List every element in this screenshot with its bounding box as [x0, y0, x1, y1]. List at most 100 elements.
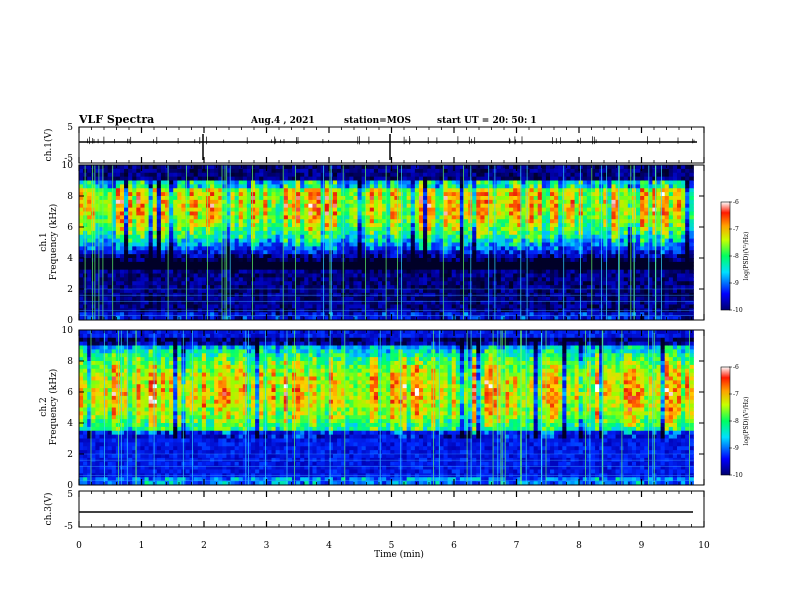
spectrogram-cell [115, 269, 121, 275]
spectrogram-cell [152, 281, 158, 286]
spectrogram-cell [550, 223, 555, 228]
spectrogram-cell [165, 304, 170, 309]
spectrogram-cell [504, 281, 510, 286]
spectrogram-cell [378, 296, 383, 302]
spectrogram-cell [472, 246, 477, 251]
spectrogram-cell [242, 196, 248, 201]
spectrogram-cell [230, 211, 236, 216]
spectrogram-cell [525, 265, 531, 271]
spectrogram-cell [513, 172, 518, 178]
spectrogram-cell [402, 230, 408, 236]
spectrogram-cell [373, 277, 379, 282]
spectrogram-cell [500, 261, 506, 267]
spectrogram-cell [480, 281, 485, 286]
spectrogram-cell [562, 289, 567, 294]
spectrogram-cell [156, 215, 162, 220]
spectrogram-cell [287, 207, 293, 213]
spectrogram-cell [570, 180, 576, 185]
spectrogram-cell [414, 215, 420, 220]
spectrogram-cell [459, 273, 465, 278]
spectrogram-cell [562, 246, 567, 251]
spectrogram-cell [504, 215, 510, 220]
spectrogram-cell [533, 180, 539, 185]
spectrogram-cell [111, 219, 117, 224]
spectrogram-cell [431, 196, 436, 201]
spectrogram-cell [259, 168, 264, 174]
spectrogram-cell [529, 285, 535, 290]
spectrogram-cell [210, 215, 215, 220]
spectrogram-cell [103, 289, 109, 294]
spectrogram-cell [169, 281, 174, 286]
spectrogram-cell [99, 304, 105, 309]
spectrogram-cell [525, 234, 531, 240]
spectrogram-cell [541, 316, 547, 321]
spectrogram-cell [271, 312, 277, 317]
spectrogram-cell [181, 316, 186, 321]
spectrogram-cell [177, 254, 182, 259]
spectrogram-cell [308, 172, 313, 178]
spectrogram-cell [451, 215, 457, 220]
spectrogram-cell [152, 215, 158, 220]
spectrogram-cell [451, 207, 457, 213]
spectrogram-cell [373, 203, 379, 209]
spectrogram-cell [304, 172, 309, 178]
spectrogram-cell [316, 196, 322, 201]
spectrogram-cell [185, 316, 191, 321]
spectrogram-cell [173, 265, 178, 271]
spectrogram-cell [435, 192, 440, 197]
spectrogram-cell [373, 180, 379, 185]
spectrogram-cell [423, 269, 428, 275]
spectrogram-cell [558, 258, 563, 263]
spectrogram-cell [365, 207, 371, 213]
spectrogram-cell [525, 176, 531, 182]
spectrogram-cell [226, 273, 232, 278]
spectrogram-cell [402, 296, 408, 302]
spectrogram-cell [472, 258, 477, 263]
spectrogram-cell [476, 285, 481, 290]
spectrogram-cell [242, 234, 248, 240]
spectrogram-cell [459, 246, 465, 251]
spectrogram-cell [558, 265, 563, 271]
spectrogram-cell [394, 269, 399, 275]
spectrogram-cell [320, 312, 326, 317]
spectrogram-cell [406, 192, 412, 197]
spectrogram-cell [509, 215, 514, 220]
spectrogram-cell [533, 215, 539, 220]
spectrogram-cell [87, 277, 92, 282]
spectrogram-cell [316, 285, 322, 290]
spectrogram-cell [193, 207, 199, 213]
spectrogram-cell [99, 273, 105, 278]
spectrogram-cell [357, 192, 363, 197]
spectrogram-cell [423, 199, 428, 205]
spectrogram-cell [427, 316, 432, 321]
spectrogram-cell [513, 168, 518, 174]
spectrogram-cell [402, 203, 408, 209]
spectrogram-cell [316, 296, 322, 302]
spectrogram-cell [128, 261, 133, 267]
spectrogram-cell [263, 238, 268, 244]
spectrogram-cell [509, 238, 514, 244]
spectrogram-cell [558, 234, 563, 240]
spectrogram-cell [255, 215, 260, 220]
spectrogram-cell [218, 238, 223, 244]
spectrogram-cell [312, 219, 318, 224]
spectrogram-cell [558, 172, 563, 178]
spectrogram-cell [476, 250, 481, 255]
spectrogram-cell [152, 176, 158, 182]
spectrogram-cell [214, 258, 219, 263]
spectrogram-cell [427, 250, 432, 255]
spectrogram-cell [291, 304, 297, 309]
spectrogram-cell [136, 180, 141, 185]
spectrogram-cell [238, 258, 244, 263]
spectrogram-cell [136, 196, 141, 201]
spectrogram-cell [107, 172, 113, 178]
spectrogram-cell [459, 250, 465, 255]
spectrogram-cell [95, 207, 100, 213]
spectrogram-cell [476, 196, 481, 201]
spectrogram-cell [390, 265, 395, 271]
spectrogram-cell [414, 203, 420, 209]
spectrogram-cell [189, 234, 195, 240]
spectrogram-cell [91, 246, 96, 251]
spectrogram-cell [345, 223, 350, 228]
spectrogram-cell [562, 300, 567, 306]
